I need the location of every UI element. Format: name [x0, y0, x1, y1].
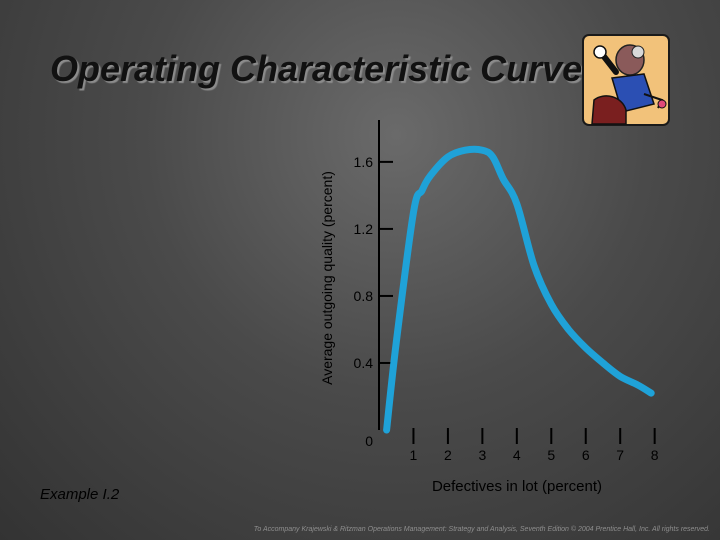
y-tick-label: 0.8 [354, 288, 374, 304]
x-tick-label: 3 [478, 447, 486, 463]
y-tick-label: 0.4 [354, 355, 374, 371]
example-label: Example I.2 [40, 486, 120, 503]
x-tick-label: 1 [410, 447, 418, 463]
x-tick-label: 7 [616, 447, 624, 463]
x-tick-label: 2 [444, 447, 452, 463]
slide-title: Operating Characteristic Curve [50, 48, 583, 89]
x-tick-label: 4 [513, 447, 521, 463]
y-tick-label: 1.6 [354, 154, 374, 170]
y-tick-label: 0 [365, 433, 373, 449]
footer-credit: To Accompany Krajewski & Ritzman Operati… [253, 526, 710, 533]
y-tick-label: 1.2 [354, 221, 374, 237]
worker-with-wrench-icon [582, 34, 670, 126]
x-tick-label: 6 [582, 447, 590, 463]
x-tick-label: 5 [547, 447, 555, 463]
x-tick-label: 8 [651, 447, 659, 463]
y-axis-title: Average outgoing quality (percent) [319, 171, 335, 385]
x-axis-title: Defectives in lot (percent) [432, 478, 602, 495]
aoq-curve-series-1 [383, 145, 655, 434]
